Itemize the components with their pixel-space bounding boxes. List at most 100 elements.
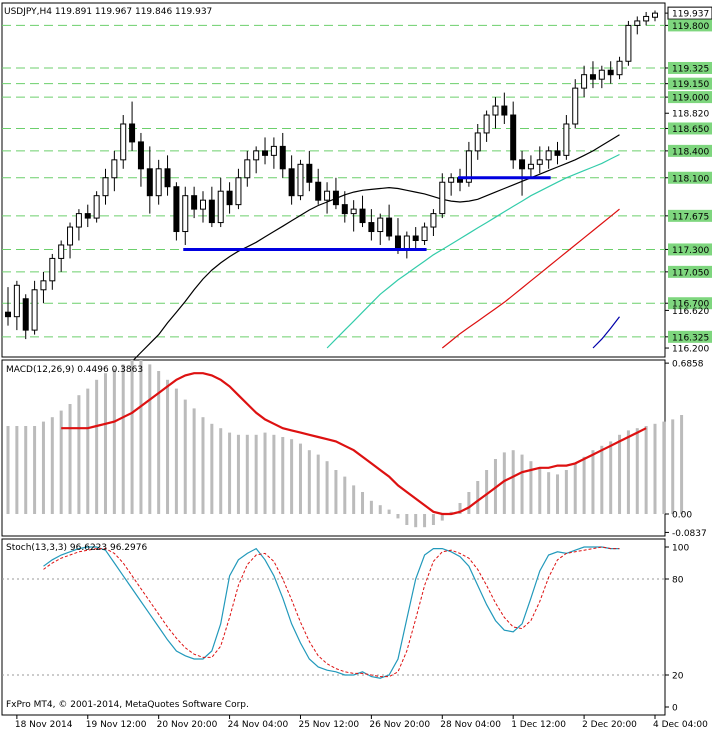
macd-bar [343, 476, 347, 514]
candle-body [430, 213, 437, 228]
macd-bar [219, 428, 223, 514]
macd-bar [174, 388, 178, 514]
candle-body [208, 199, 215, 224]
candle-body [262, 150, 269, 156]
macd-bar [68, 404, 72, 514]
macd-tick-label: 0.6858 [672, 360, 704, 370]
stoch-signal-line [43, 546, 620, 678]
time-tick-label: 20 Nov 20:00 [157, 720, 218, 730]
macd-bar [564, 470, 568, 514]
candle-body [226, 190, 233, 206]
ma-blue-line [592, 316, 620, 349]
price-tick-label: 117.300 [672, 246, 709, 256]
stoch-tick-label: 20 [672, 672, 684, 682]
pane-frame-0 [1, 2, 666, 358]
candle-body [191, 195, 198, 210]
macd-bar [112, 368, 116, 514]
stoch-pane [2, 546, 665, 679]
price-tick-label: 118.650 [672, 125, 709, 135]
level-price-tag [668, 91, 712, 104]
macd-bar [369, 500, 373, 514]
pane-frames [1, 2, 666, 716]
macd-bar [431, 514, 435, 525]
candle-body [492, 105, 499, 116]
level-price-tag [668, 122, 712, 135]
macd-bar [334, 470, 338, 514]
support-lines [183, 176, 551, 251]
candle-body [164, 168, 171, 188]
axes: 119.937 119.800 119.325 119.150 119.000 118.8… [15, 6, 712, 730]
level-price-tag [668, 330, 712, 343]
candle-body [93, 195, 100, 219]
macd-bar [609, 441, 613, 514]
level-price-tag [668, 61, 712, 74]
candle-body [58, 244, 65, 259]
candle-body [483, 114, 490, 134]
price-tick-label: 119.150 [672, 80, 709, 90]
macd-bar [33, 426, 37, 514]
macd-bar [325, 461, 329, 514]
macd-bar [671, 419, 675, 514]
macd-bar [24, 426, 28, 514]
macd-bar [378, 505, 382, 514]
macd-bar [440, 514, 444, 521]
candle-body [199, 199, 206, 210]
candle-body [545, 150, 552, 161]
macd-bar [582, 456, 586, 514]
candle-body [519, 159, 526, 170]
time-tick-label: 1 Dec 12:00 [511, 720, 566, 730]
macd-label: MACD(12,26,9) 0.4496 0.3863 [6, 365, 143, 375]
price-tick-label: 119.325 [672, 64, 709, 74]
stoch-tick-label: 80 [672, 576, 684, 586]
macd-bar [77, 395, 81, 514]
candle-body [341, 204, 348, 215]
candle-body [403, 235, 410, 250]
candle-body [616, 60, 623, 76]
macd-bar [547, 472, 551, 514]
price-tick-label: 116.700 [672, 300, 709, 310]
price-tick-label: 119.000 [672, 94, 709, 104]
candle-body [412, 235, 419, 241]
macd-bar [95, 379, 99, 514]
candle-body [332, 190, 339, 206]
macd-bar [298, 443, 302, 514]
ma-red-line [441, 208, 620, 349]
candle-body [306, 163, 313, 183]
candle-body [563, 123, 570, 156]
macd-bar [166, 379, 170, 514]
macd-pane [6, 360, 684, 528]
price-tick-label: 116.620 [672, 307, 709, 317]
candle-body [510, 114, 517, 161]
macd-bar [626, 430, 630, 514]
candle-body [554, 150, 561, 156]
macd-bar [192, 408, 196, 514]
level-price-tag [668, 243, 712, 256]
candle-body [465, 150, 472, 183]
macd-bar [245, 434, 249, 514]
macd-bar [485, 470, 489, 514]
macd-bar [59, 410, 63, 514]
current-price-tag [667, 6, 712, 20]
time-tick-label: 18 Nov 2014 [15, 720, 73, 730]
macd-bar [254, 434, 258, 514]
macd-tick-label: -0.0837 [672, 529, 707, 539]
candle-body [129, 123, 136, 143]
candle-body [270, 145, 277, 156]
candle-body [350, 208, 357, 215]
macd-bar [361, 492, 365, 514]
price-tick-label: 116.200 [672, 345, 709, 355]
macd-bar [210, 423, 214, 514]
price-tick-label: 119.937 [672, 10, 709, 20]
candle-body [315, 181, 322, 201]
candle-body [377, 217, 384, 233]
candle-body [13, 284, 20, 318]
macd-bar [662, 421, 666, 514]
macd-bar [680, 415, 684, 514]
macd-bar [538, 467, 542, 514]
price-tick-label: 117.050 [672, 268, 709, 278]
macd-bar [352, 485, 356, 514]
candle-body [137, 141, 144, 170]
macd-bar [423, 514, 427, 528]
price-tick-label: 119.800 [672, 22, 709, 32]
